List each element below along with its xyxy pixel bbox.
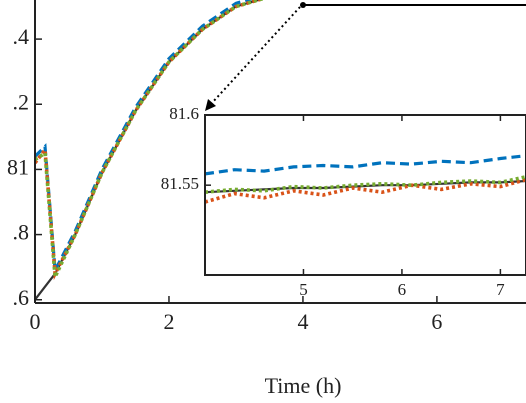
inset-panel: 5 6 7 81.55 81.6 [161,104,526,299]
main-panel: 0 2 4 6 .6 .8 81 .2 .4 [7,0,526,334]
x-axis-label: Time (h) [265,373,342,398]
series-line [205,177,526,204]
series-line [205,175,526,194]
y-tick-label: .2 [13,89,30,114]
zoom-anchor [300,2,306,8]
x-tick-label: 7 [496,280,505,299]
series-line [35,0,265,284]
x-tick-label: 6 [398,280,407,299]
y-tick-label: 81.55 [161,174,199,193]
y-tick-label: .8 [13,220,30,245]
series-line [205,154,526,176]
y-tick-label: 81 [7,154,29,179]
x-tick-label: 6 [431,309,442,334]
zoom-arrow [210,6,301,105]
x-tick-label: 2 [163,309,174,334]
x-tick-label: 5 [299,280,308,299]
lines [205,154,526,204]
y-tick-label: 81.6 [169,104,199,123]
x-tick-label: 0 [30,309,41,334]
y-tick-label: .6 [13,285,30,310]
lines [35,0,265,301]
zoom-arrowhead [205,99,216,111]
axes-box [204,114,526,276]
y-tick-label: .4 [13,24,30,49]
x-tick-label: 4 [297,309,308,334]
inset-background [205,115,526,275]
